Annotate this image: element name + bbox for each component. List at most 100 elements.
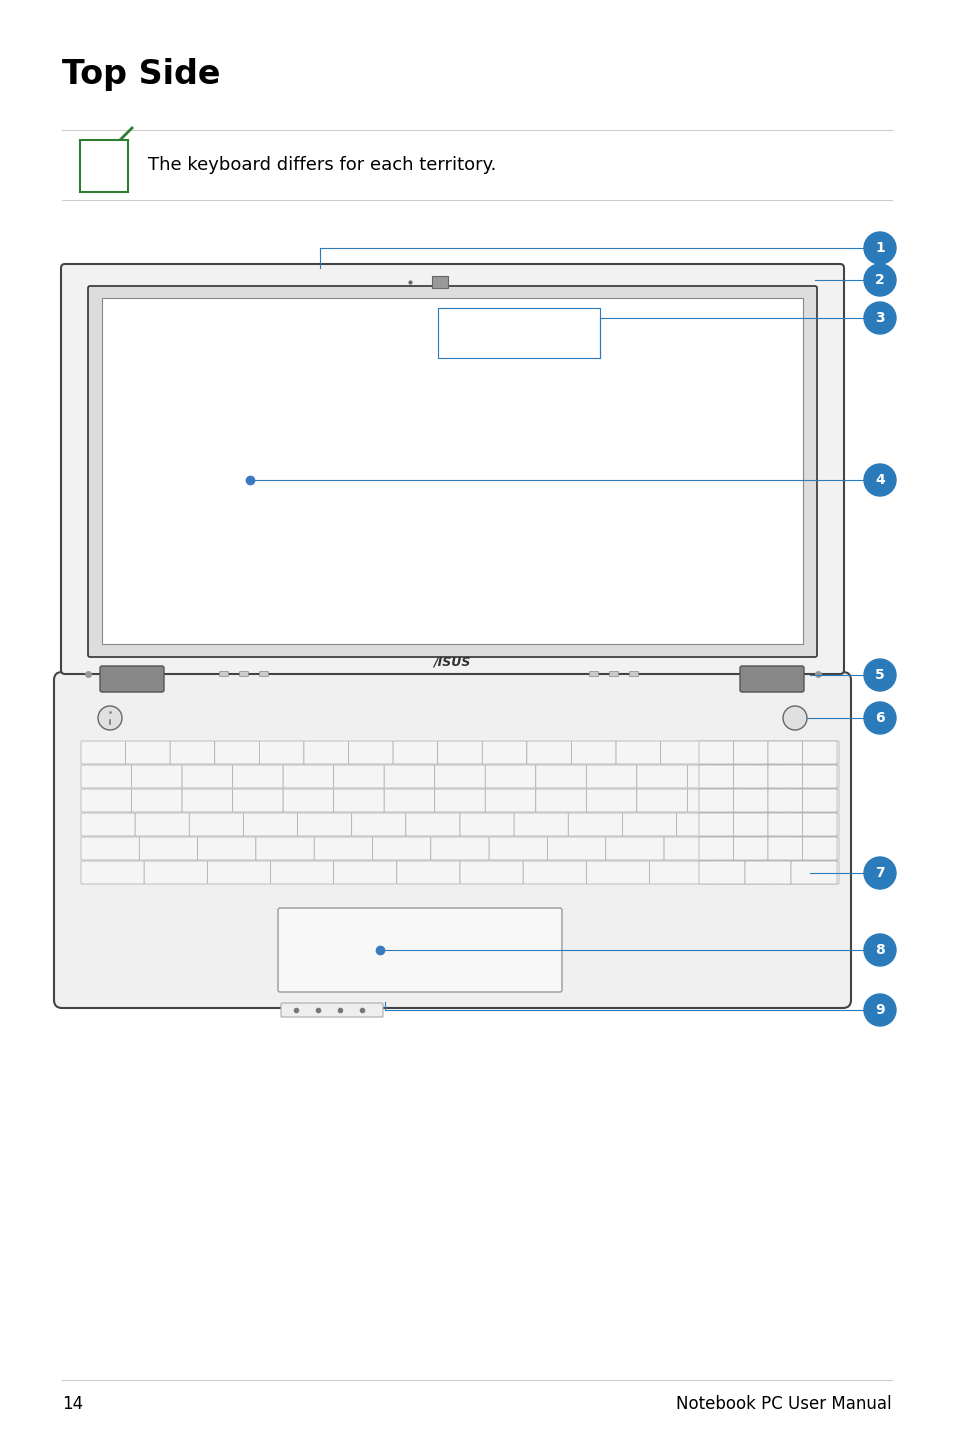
FancyBboxPatch shape [687, 765, 738, 788]
FancyBboxPatch shape [277, 907, 561, 992]
FancyBboxPatch shape [801, 812, 836, 835]
FancyBboxPatch shape [605, 837, 663, 860]
FancyBboxPatch shape [790, 861, 836, 884]
FancyBboxPatch shape [784, 812, 838, 835]
FancyBboxPatch shape [629, 672, 638, 676]
Text: Top Side: Top Side [62, 58, 220, 91]
FancyBboxPatch shape [699, 861, 744, 884]
FancyBboxPatch shape [767, 812, 801, 835]
FancyBboxPatch shape [526, 741, 571, 764]
FancyBboxPatch shape [61, 265, 843, 674]
FancyBboxPatch shape [733, 837, 767, 860]
FancyBboxPatch shape [649, 861, 712, 884]
FancyBboxPatch shape [733, 741, 767, 764]
FancyBboxPatch shape [197, 837, 255, 860]
FancyBboxPatch shape [435, 765, 485, 788]
FancyBboxPatch shape [780, 837, 838, 860]
FancyBboxPatch shape [733, 765, 767, 788]
FancyBboxPatch shape [81, 861, 144, 884]
FancyBboxPatch shape [749, 741, 794, 764]
FancyBboxPatch shape [189, 812, 243, 835]
FancyBboxPatch shape [435, 789, 485, 812]
FancyBboxPatch shape [660, 741, 704, 764]
Text: 4: 4 [874, 473, 884, 487]
Circle shape [863, 659, 895, 692]
FancyBboxPatch shape [522, 861, 586, 884]
FancyBboxPatch shape [586, 861, 649, 884]
FancyBboxPatch shape [740, 666, 803, 692]
Text: 3: 3 [874, 311, 883, 325]
FancyBboxPatch shape [536, 789, 586, 812]
FancyBboxPatch shape [775, 861, 838, 884]
FancyBboxPatch shape [586, 765, 637, 788]
FancyBboxPatch shape [219, 672, 229, 676]
FancyBboxPatch shape [100, 666, 164, 692]
FancyBboxPatch shape [459, 861, 522, 884]
FancyBboxPatch shape [699, 765, 733, 788]
FancyBboxPatch shape [283, 765, 334, 788]
FancyBboxPatch shape [88, 286, 816, 657]
FancyBboxPatch shape [733, 789, 767, 812]
Circle shape [863, 935, 895, 966]
Circle shape [782, 706, 806, 731]
FancyBboxPatch shape [304, 741, 348, 764]
FancyBboxPatch shape [687, 789, 738, 812]
FancyBboxPatch shape [348, 741, 393, 764]
Circle shape [98, 706, 122, 731]
FancyBboxPatch shape [586, 789, 637, 812]
FancyBboxPatch shape [281, 1002, 382, 1017]
FancyBboxPatch shape [207, 861, 271, 884]
FancyBboxPatch shape [126, 741, 170, 764]
Text: The keyboard differs for each territory.: The keyboard differs for each territory. [148, 155, 496, 174]
FancyBboxPatch shape [568, 812, 621, 835]
FancyBboxPatch shape [767, 837, 801, 860]
FancyBboxPatch shape [489, 837, 547, 860]
FancyBboxPatch shape [393, 741, 437, 764]
FancyBboxPatch shape [744, 861, 790, 884]
FancyBboxPatch shape [314, 837, 373, 860]
FancyBboxPatch shape [135, 812, 189, 835]
Text: Notebook PC User Manual: Notebook PC User Manual [676, 1395, 891, 1414]
FancyBboxPatch shape [733, 812, 767, 835]
FancyBboxPatch shape [259, 741, 304, 764]
Circle shape [863, 265, 895, 296]
Text: 1: 1 [874, 242, 884, 255]
FancyBboxPatch shape [384, 789, 435, 812]
FancyBboxPatch shape [514, 812, 568, 835]
FancyBboxPatch shape [144, 861, 207, 884]
FancyBboxPatch shape [243, 812, 297, 835]
FancyBboxPatch shape [54, 672, 850, 1008]
FancyBboxPatch shape [485, 789, 536, 812]
FancyBboxPatch shape [432, 276, 448, 288]
FancyBboxPatch shape [233, 765, 283, 788]
Text: 9: 9 [874, 1002, 883, 1017]
FancyBboxPatch shape [384, 765, 435, 788]
FancyBboxPatch shape [334, 765, 384, 788]
FancyBboxPatch shape [182, 789, 233, 812]
FancyBboxPatch shape [182, 765, 233, 788]
FancyBboxPatch shape [547, 837, 605, 860]
FancyBboxPatch shape [81, 765, 132, 788]
FancyBboxPatch shape [699, 812, 733, 835]
FancyBboxPatch shape [787, 765, 838, 788]
Circle shape [863, 857, 895, 889]
FancyBboxPatch shape [170, 741, 214, 764]
FancyBboxPatch shape [663, 837, 721, 860]
FancyBboxPatch shape [767, 741, 801, 764]
FancyBboxPatch shape [132, 765, 182, 788]
Text: /ISUS: /ISUS [433, 656, 470, 669]
FancyBboxPatch shape [699, 741, 733, 764]
FancyBboxPatch shape [405, 812, 459, 835]
FancyBboxPatch shape [801, 765, 836, 788]
FancyBboxPatch shape [255, 837, 314, 860]
Text: 5: 5 [874, 669, 884, 682]
FancyBboxPatch shape [239, 672, 248, 676]
FancyBboxPatch shape [396, 861, 459, 884]
FancyBboxPatch shape [81, 837, 139, 860]
FancyBboxPatch shape [801, 789, 836, 812]
FancyBboxPatch shape [81, 812, 135, 835]
FancyBboxPatch shape [459, 812, 514, 835]
FancyBboxPatch shape [233, 789, 283, 812]
FancyBboxPatch shape [637, 765, 687, 788]
FancyBboxPatch shape [699, 789, 733, 812]
